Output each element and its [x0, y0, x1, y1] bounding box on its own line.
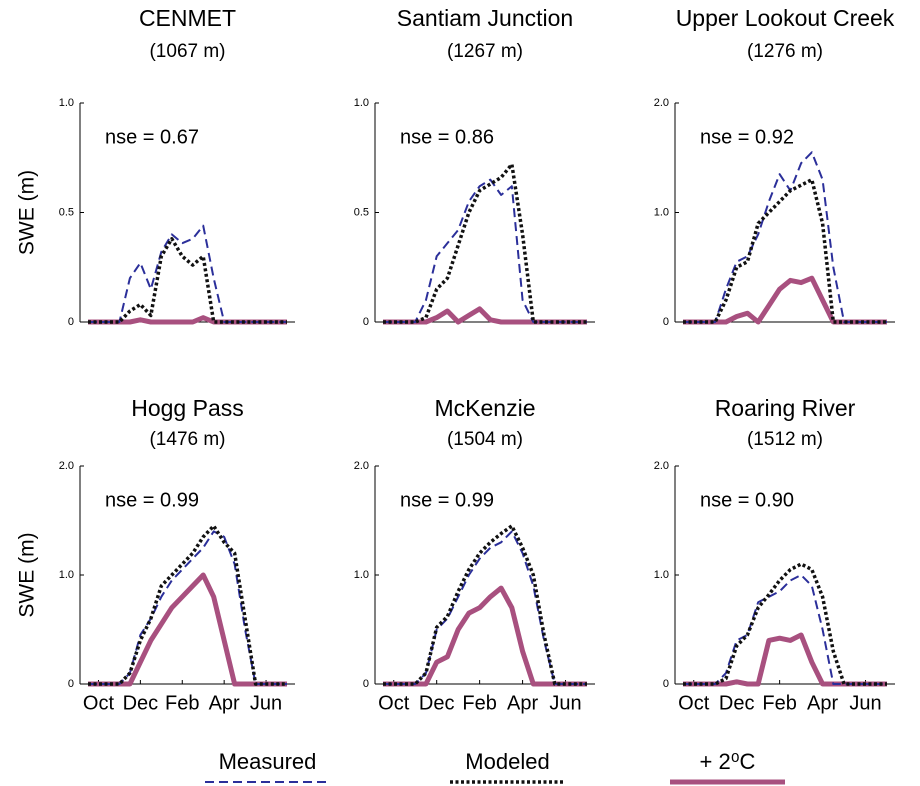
y-tick-label: 0 [68, 316, 74, 328]
series-line [88, 237, 287, 324]
x-tick-label: Apr [807, 692, 838, 714]
x-tick-label: Feb [462, 692, 496, 714]
y-tick-label: 0 [68, 678, 74, 690]
series-line [88, 530, 287, 685]
x-tick-label: Apr [507, 692, 538, 714]
nse-annotation: nse = 0.67 [105, 126, 199, 148]
panel-subtitle: (1276 m) [747, 41, 823, 62]
series-line [383, 585, 587, 687]
panel-subtitle: (1067 m) [149, 41, 225, 62]
x-tick-label: Oct [378, 692, 410, 714]
series-line [383, 162, 587, 324]
x-tick-label: Feb [165, 692, 199, 714]
y-tick-label: 0.5 [354, 206, 369, 218]
y-axis-label: SWE (m) [16, 170, 39, 255]
panel-title: CENMET [139, 5, 236, 31]
series-line [683, 177, 887, 324]
y-tick-label: 1.0 [59, 569, 74, 581]
x-tick-label: Dec [419, 692, 455, 714]
x-tick-label: Dec [123, 692, 159, 714]
x-tick-label: Jun [549, 692, 581, 714]
y-tick-label: 0.5 [59, 206, 74, 218]
x-tick-label: Jun [250, 692, 282, 714]
y-tick-label: 2.0 [654, 97, 669, 109]
panel-title: Roaring River [715, 395, 856, 421]
series-line [683, 574, 887, 685]
y-tick-label: 1.0 [354, 569, 369, 581]
y-axis-label: SWE (m) [16, 532, 39, 617]
panel-title: Santiam Junction [397, 5, 573, 31]
nse-annotation: nse = 0.86 [400, 126, 494, 148]
series-line [383, 524, 587, 686]
series-line [683, 562, 887, 686]
series-line [88, 224, 287, 323]
panel-subtitle: (1267 m) [447, 41, 523, 62]
nse-annotation: nse = 0.99 [105, 489, 199, 511]
nse-annotation: nse = 0.92 [700, 126, 794, 148]
panel-subtitle: (1476 m) [149, 429, 225, 450]
y-tick-label: 0 [663, 678, 669, 690]
x-tick-label: Feb [762, 692, 796, 714]
x-tick-label: Jun [849, 692, 881, 714]
y-tick-label: 2.0 [654, 460, 669, 472]
panel-title: Hogg Pass [131, 395, 244, 421]
y-tick-label: 1.0 [654, 569, 669, 581]
legend-label: + 2⁰C [700, 749, 756, 774]
panel-subtitle: (1512 m) [747, 429, 823, 450]
y-tick-label: 1.0 [654, 206, 669, 218]
legend-label: Modeled [465, 749, 549, 774]
x-tick-label: Dec [719, 692, 755, 714]
x-tick-label: Apr [209, 692, 240, 714]
panel-subtitle: (1504 m) [447, 429, 523, 450]
series-line [383, 306, 587, 325]
x-tick-label: Oct [678, 692, 710, 714]
nse-annotation: nse = 0.90 [700, 489, 794, 511]
series-line [683, 275, 887, 325]
y-tick-label: 0 [363, 316, 369, 328]
legend-label: Measured [219, 749, 317, 774]
x-tick-label: Oct [83, 692, 115, 714]
y-tick-label: 0 [363, 678, 369, 690]
series-line [88, 572, 287, 687]
series-line [683, 632, 887, 687]
series-line [383, 530, 587, 685]
series-line [88, 524, 287, 686]
y-tick-label: 0 [663, 316, 669, 328]
y-tick-label: 1.0 [59, 97, 74, 109]
y-tick-label: 2.0 [59, 460, 74, 472]
series-line [383, 178, 587, 323]
panel-title: McKenzie [435, 395, 536, 421]
y-tick-label: 1.0 [354, 97, 369, 109]
panel-title: Upper Lookout Creek [676, 5, 895, 31]
nse-annotation: nse = 0.99 [400, 489, 494, 511]
series-line [683, 151, 887, 323]
y-tick-label: 2.0 [354, 460, 369, 472]
